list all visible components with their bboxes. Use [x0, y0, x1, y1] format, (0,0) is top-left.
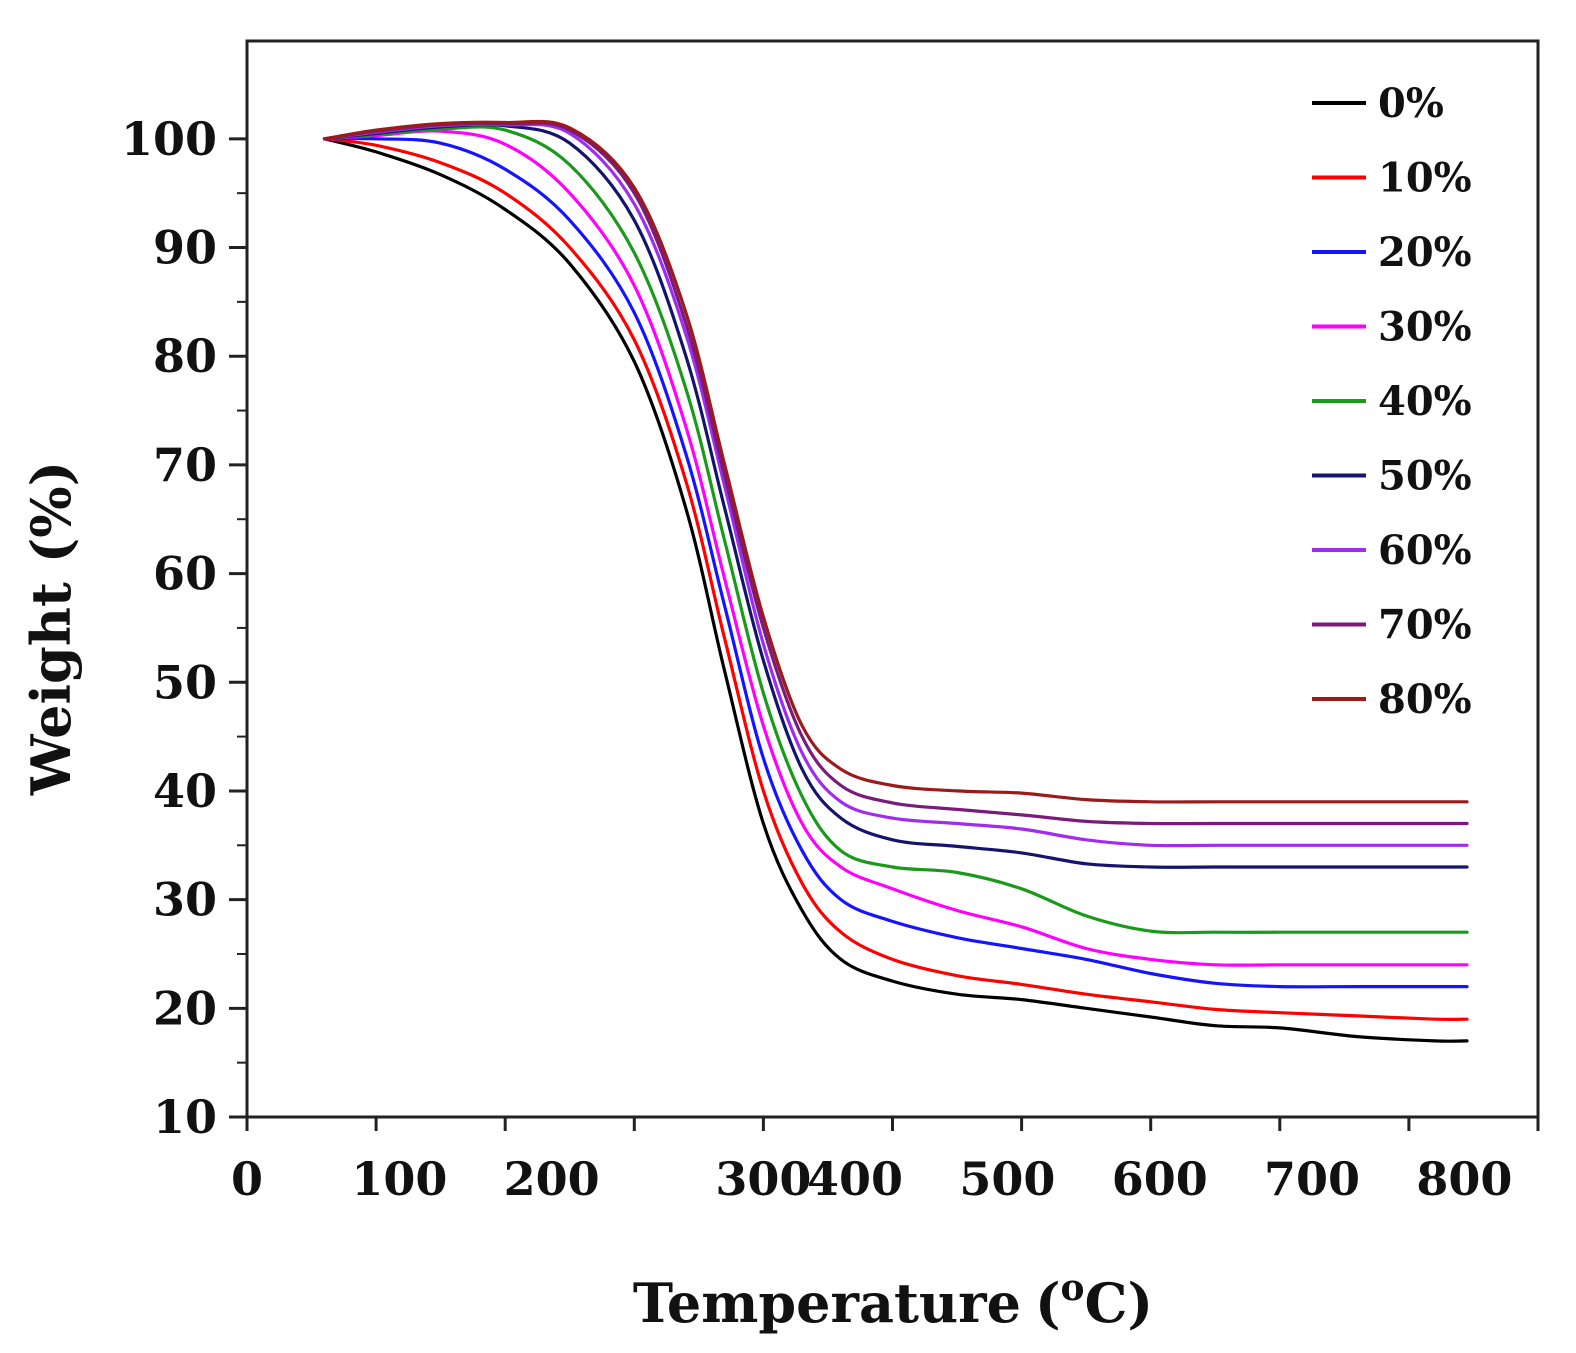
- series-line-80pct: [322, 119, 1469, 804]
- y-tick-label: 10: [153, 1090, 217, 1144]
- series-line-30pct: [322, 129, 1469, 967]
- x-tick-label: 600: [1112, 1152, 1208, 1206]
- y-tick-label: 70: [153, 438, 217, 492]
- y-tick-label: 50: [153, 655, 217, 709]
- y-tick-label: 90: [153, 221, 217, 275]
- legend-label: 80%: [1378, 676, 1472, 723]
- y-tick-label: 80: [153, 329, 217, 383]
- legend: 0% 10% 20% 30% 40% 50% 60% 70% 80%: [1312, 80, 1472, 723]
- series-line-40pct: [322, 125, 1469, 935]
- x-tick-label: 800: [1416, 1152, 1512, 1206]
- y-tick-label: 100: [121, 112, 217, 166]
- legend-label: 30%: [1378, 304, 1472, 351]
- series-line-70pct: [322, 121, 1469, 826]
- y-tick-label: 20: [153, 981, 217, 1035]
- legend-label: 40%: [1378, 378, 1472, 425]
- x-tick-label: 400: [807, 1152, 903, 1206]
- y-tick-label: 40: [153, 764, 217, 818]
- legend-label: 20%: [1378, 229, 1472, 276]
- x-tick-label: 500: [959, 1152, 1055, 1206]
- y-tick-label: 60: [153, 547, 217, 601]
- legend-label: 10%: [1378, 155, 1472, 202]
- legend-label: 50%: [1378, 453, 1472, 500]
- legend-label: 0%: [1378, 80, 1444, 127]
- x-axis-title-unit-suffix: C): [1085, 1271, 1154, 1335]
- series-line-0pct: [322, 137, 1469, 1043]
- x-tick-label: 700: [1264, 1152, 1360, 1206]
- plot-area: [322, 119, 1469, 1043]
- x-tick-label: 300: [715, 1152, 811, 1206]
- legend-label: 70%: [1378, 602, 1472, 649]
- x-tick-label: 200: [504, 1152, 600, 1206]
- series-line-50pct: [322, 122, 1469, 869]
- x-tick-label: 0: [231, 1152, 263, 1206]
- series-line-20pct: [322, 136, 1469, 989]
- legend-label: 60%: [1378, 527, 1472, 574]
- x-axis-title-main: Temperature: [633, 1271, 1021, 1335]
- series-line-10pct: [322, 137, 1469, 1022]
- plot-frame: [245, 39, 1540, 1119]
- y-axis-title: Weight (%): [19, 461, 83, 796]
- y-tick-label: 30: [153, 873, 217, 927]
- x-axis-title: Temperature (oC): [633, 1267, 1153, 1335]
- series-line-60pct: [322, 122, 1469, 848]
- x-axis-title-unit-super: o: [1061, 1267, 1085, 1309]
- x-tick-label: 100: [351, 1152, 447, 1206]
- x-axis-title-unit-prefix: (: [1035, 1271, 1061, 1335]
